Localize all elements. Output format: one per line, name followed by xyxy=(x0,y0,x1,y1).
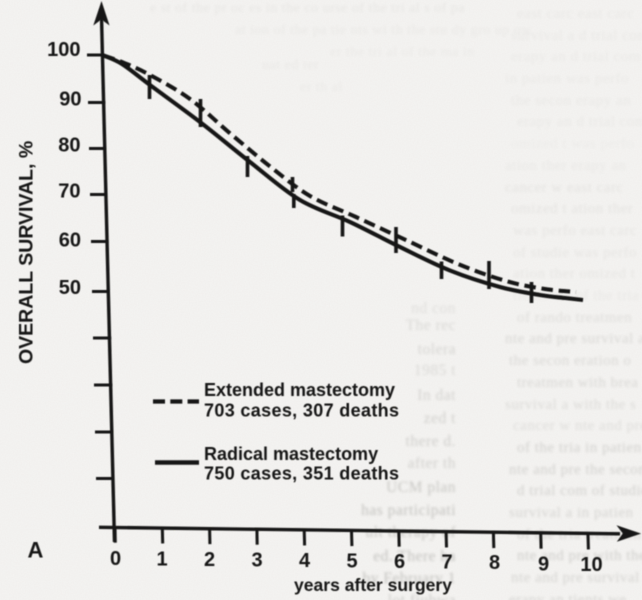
svg-text:100: 100 xyxy=(47,39,80,61)
svg-text:Radical mastectomy: Radical mastectomy xyxy=(204,444,378,464)
svg-text:8: 8 xyxy=(489,552,500,574)
svg-text:10: 10 xyxy=(580,554,602,576)
svg-text:4: 4 xyxy=(299,550,311,572)
svg-text:70: 70 xyxy=(58,181,80,203)
svg-text:80: 80 xyxy=(58,135,80,157)
svg-text:7: 7 xyxy=(441,552,452,574)
svg-text:2: 2 xyxy=(204,549,215,571)
svg-text:6: 6 xyxy=(394,551,405,573)
svg-text:OVERALL SURVIVAL, %: OVERALL SURVIVAL, % xyxy=(16,141,38,364)
svg-text:90: 90 xyxy=(59,89,81,111)
svg-text:703 cases, 307 deaths: 703 cases, 307 deaths xyxy=(204,401,399,421)
svg-text:years after surgery: years after surgery xyxy=(294,575,452,595)
svg-text:750 cases, 351 deaths: 750 cases, 351 deaths xyxy=(204,464,399,484)
svg-text:Extended mastectomy: Extended mastectomy xyxy=(204,380,395,400)
svg-text:50: 50 xyxy=(59,277,81,299)
svg-text:60: 60 xyxy=(59,230,81,252)
svg-text:A: A xyxy=(28,538,44,563)
svg-text:1: 1 xyxy=(156,549,167,571)
svg-text:0: 0 xyxy=(110,548,121,570)
svg-text:5: 5 xyxy=(346,551,357,573)
svg-text:3: 3 xyxy=(251,550,262,572)
svg-text:9: 9 xyxy=(538,554,549,576)
